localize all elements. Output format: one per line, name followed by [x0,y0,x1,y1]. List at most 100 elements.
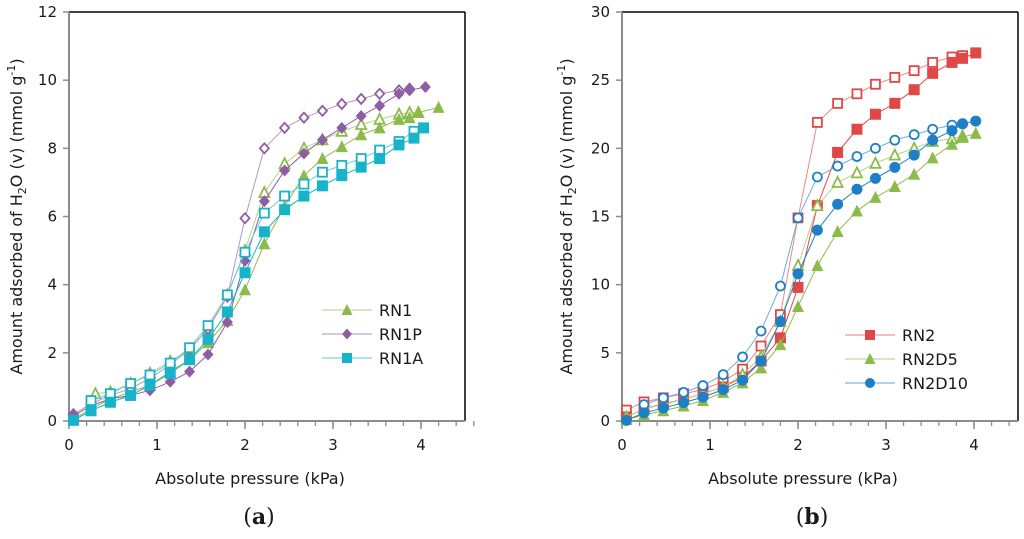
adsorption-point [403,111,416,124]
adsorption-point [374,153,386,165]
y-tick-label: 10 [38,71,57,89]
adsorption-point [258,237,271,250]
adsorption-point [908,149,920,161]
desorption-point [373,87,386,101]
adsorption-point [279,204,291,216]
legend-item: RN1P [322,325,422,344]
desorption-point [697,380,709,391]
adsorption-point [336,170,348,182]
adsorption-point [104,396,116,408]
y-axis-title-part: Amount adsorbed of H [557,194,576,374]
legend-label: RN1P [379,325,422,344]
adsorption-point [908,84,920,96]
adsorption-point [792,281,804,293]
desorption-point [927,123,939,135]
adsorption-point [393,87,405,100]
x-axis-title: Absolute pressure (kPa) [155,469,345,488]
x-tick-label: 3 [328,436,338,454]
adsorption-point [737,374,749,386]
y-tick-label: 12 [38,3,57,21]
adsorption-point [620,414,632,426]
adsorption-point [831,224,844,237]
adsorption-point [239,267,251,279]
y-axis-title-part: -1 [555,65,568,76]
x-tick-label: 2 [793,436,803,454]
adsorption-point [298,190,310,202]
adsorption-point [404,84,416,97]
desorption-point [737,351,748,363]
legend-label: RN2 [902,326,935,345]
adsorption-point [957,118,969,130]
y-axis-title-part: 2 [566,187,579,194]
legend-label: RN1A [379,349,423,368]
desorption-point [316,104,329,118]
adsorption-point [258,226,270,238]
adsorption-point [774,338,787,351]
y-tick-label: 25 [591,71,610,89]
desorption-point [144,369,156,381]
desorption-point [889,72,901,83]
adsorption-point [239,254,251,267]
adsorption-point [832,198,844,210]
adsorption-point [355,161,367,173]
y-axis-title-part: ) [557,58,576,64]
desorption-point [298,178,310,190]
y-axis-title-part: ) [7,58,26,64]
desorption-point [336,97,348,111]
adsorption-point [432,100,445,113]
desorption-point [811,117,823,128]
adsorption-point [657,402,669,414]
desorption-point [336,159,348,171]
adsorption-point [889,161,901,173]
panel-label: (b) [796,504,829,530]
adsorption-point [811,259,824,272]
adsorption-point [393,139,405,151]
legend-label: RN2D5 [902,350,958,369]
adsorption-point [336,121,348,134]
desorption-point [184,342,195,354]
adsorption-point [221,316,233,329]
y-axis-title: Amount adsorbed of H2O (v) (mmol g-1) [5,58,29,374]
legend-marker [342,328,352,340]
legend-marker [342,353,352,363]
adsorption-point [850,204,863,217]
adsorption-point [926,151,939,164]
adsorption-point [970,115,982,127]
adsorption-point [184,365,196,378]
y-axis-title-part: O (v) (mmol g [557,76,576,188]
legend-label: RN1 [379,301,412,320]
y-tick-label: 8 [47,139,57,157]
y-tick-label: 15 [591,208,610,226]
adsorption-point [125,389,137,401]
desorption-point [279,190,291,202]
x-axis-title: Absolute pressure (kPa) [708,469,898,488]
adsorption-point [927,134,939,146]
desorption-point [810,198,824,211]
adsorption-point [279,164,291,177]
desorption-point [908,129,920,141]
desorption-point [355,92,367,106]
adsorption-point [755,361,768,374]
legend-item: RN1A [322,349,423,368]
desorption-point [832,160,843,172]
x-tick-label: 4 [969,436,979,454]
adsorption-point [418,122,430,134]
x-tick-label: 1 [705,436,715,454]
adsorption-point [164,375,176,388]
adsorption-point [774,332,786,344]
adsorption-point [408,132,420,144]
adsorption-point [202,348,214,361]
adsorption-point [946,125,958,137]
x-tick-label: 0 [617,436,627,454]
adsorption-point [316,152,329,165]
desorption-point [870,142,881,154]
desorption-point [278,121,291,135]
adsorption-point [144,379,156,391]
adsorption-point [239,283,251,296]
desorption-point [792,212,804,224]
adsorption-point [792,299,804,312]
adsorption-point [851,183,863,195]
adsorption-point [393,112,405,125]
y-axis-title-part: O (v) (mmol g [7,76,26,188]
